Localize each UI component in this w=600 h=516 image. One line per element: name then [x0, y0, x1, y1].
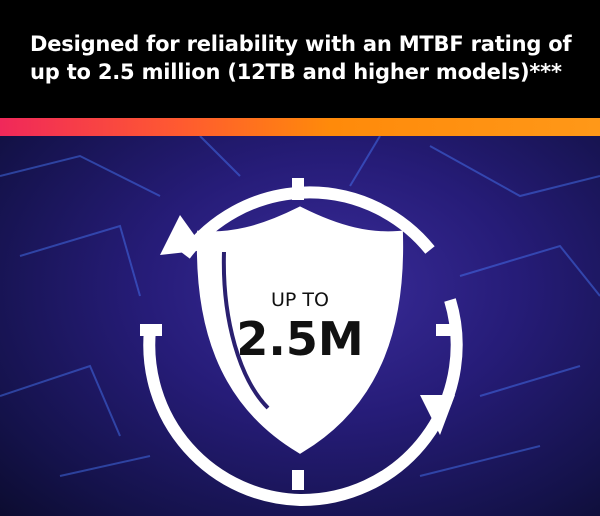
header: Designed for reliability with an MTBF ra… — [0, 0, 600, 118]
arrow-head-bottom-icon — [420, 395, 455, 435]
gradient-bar — [0, 118, 600, 136]
circuit-lines — [0, 136, 600, 477]
badge-value: 2.5M — [236, 312, 364, 366]
headline: Designed for reliability with an MTBF ra… — [30, 32, 572, 84]
arrow-head-top-icon — [160, 215, 205, 255]
circular-arrows-icon — [140, 178, 463, 507]
badge-label: UP TO — [271, 289, 329, 311]
shield-icon — [196, 206, 404, 454]
